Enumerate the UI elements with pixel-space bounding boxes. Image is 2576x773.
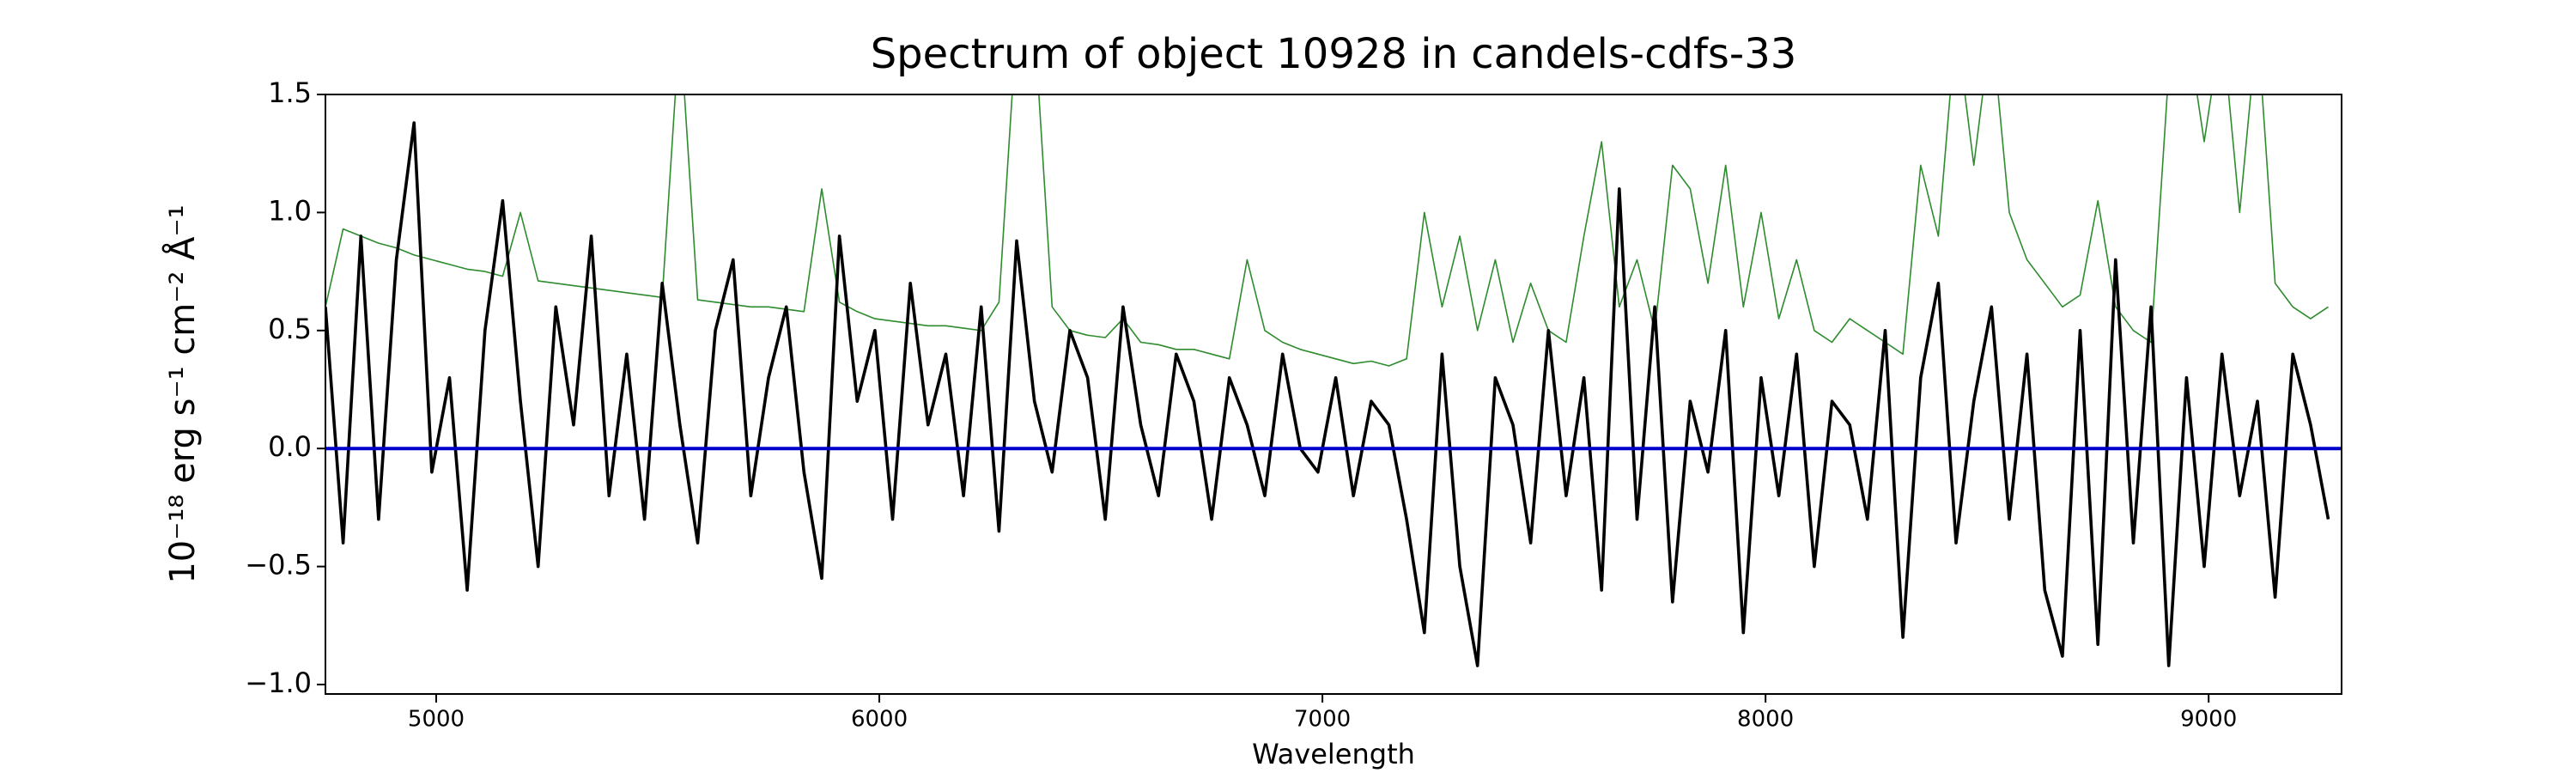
spectrum-line <box>325 121 2330 667</box>
y-tick-label: 0.5 <box>268 313 312 345</box>
x-tick-label: 5000 <box>408 707 465 733</box>
x-tick-label: 7000 <box>1294 707 1351 733</box>
axes-frame <box>325 94 2342 695</box>
y-tick-label: 0.0 <box>268 430 312 463</box>
spectrum-line <box>325 94 2329 367</box>
x-tick-label: 8000 <box>1737 707 1794 733</box>
y-tick-label: −0.5 <box>245 549 312 581</box>
x-axis-label: Wavelength <box>1252 738 1415 770</box>
chart-title: Spectrum of object 10928 in candels-cdfs… <box>871 30 1797 78</box>
x-tick-label: 9000 <box>2180 707 2237 733</box>
y-axis-label: 10⁻¹⁸ erg s⁻¹ cm⁻² Å⁻¹ <box>161 204 203 583</box>
y-tick-label: 1.5 <box>268 76 312 109</box>
x-tick-label: 6000 <box>851 707 908 733</box>
y-tick-label: −1.0 <box>245 666 312 699</box>
y-tick-label: 1.0 <box>268 194 312 227</box>
plot-area <box>325 94 2342 667</box>
